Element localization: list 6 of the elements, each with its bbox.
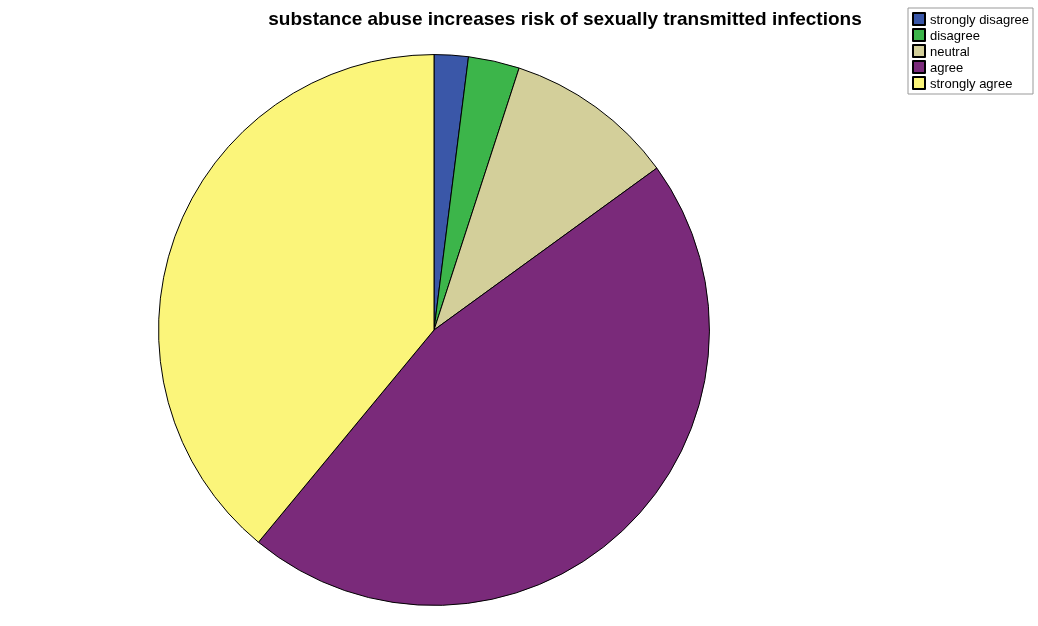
legend-label: agree [930,59,964,75]
chart-title: substance abuse increases risk of sexually transmitted infections [268,8,862,29]
legend-label: strongly disagree [930,11,1029,27]
legend-label: strongly agree [930,75,1013,91]
legend-label: disagree [930,27,980,43]
legend-label: neutral [930,43,970,59]
